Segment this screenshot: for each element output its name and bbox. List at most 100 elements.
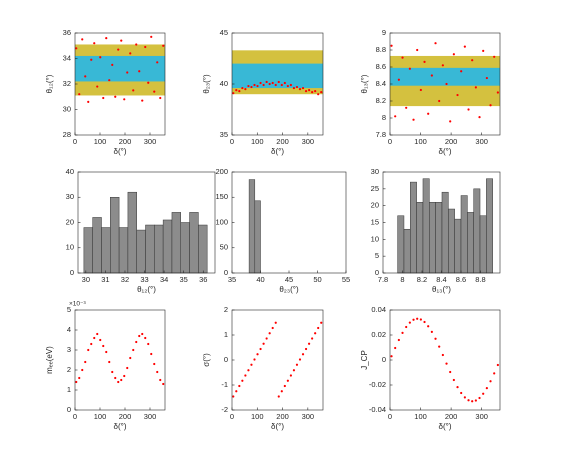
point	[259, 347, 262, 351]
point	[241, 86, 244, 90]
point	[416, 317, 419, 320]
x-axis-label: δ(°)	[439, 422, 452, 431]
x-tick-label: 0	[230, 137, 234, 146]
point	[416, 48, 419, 52]
point	[434, 337, 437, 340]
bar	[422, 178, 430, 274]
y-tick-label: 100	[215, 217, 228, 226]
point	[405, 325, 408, 329]
point	[235, 89, 238, 92]
point	[449, 120, 452, 123]
bar	[180, 222, 190, 274]
point	[280, 83, 283, 87]
y-tick-label: -2	[221, 405, 228, 414]
panel: 0 100 200 300 35 40 45 δ(°) θ₂₃(°)	[202, 28, 324, 156]
point	[314, 332, 317, 335]
point	[397, 338, 400, 342]
bar	[136, 229, 146, 274]
point	[401, 56, 404, 59]
x-tick-label: 40	[256, 275, 264, 284]
point	[441, 353, 444, 357]
x-tick-label: 0	[230, 412, 234, 421]
bar	[83, 227, 93, 274]
panel: 7.8 8 8.2 8.4 8.6 8.8 0 5 10 15 20 25 30 θ₁₃(°)	[371, 167, 501, 294]
point	[153, 362, 156, 366]
point	[117, 48, 120, 51]
point	[412, 118, 415, 121]
y-tick-label: 5	[67, 305, 71, 314]
point	[274, 83, 277, 87]
point	[397, 78, 400, 81]
x-tick-label: 300	[475, 137, 488, 146]
bar	[473, 188, 481, 274]
point	[292, 86, 296, 90]
point	[307, 89, 311, 92]
point	[105, 350, 108, 354]
point	[317, 326, 320, 330]
point	[463, 396, 466, 399]
plot-area	[232, 310, 323, 410]
x-axis-label: δ(°)	[114, 422, 127, 431]
point	[277, 80, 280, 84]
point	[295, 85, 299, 89]
y-tick-label: 20	[371, 201, 379, 210]
point	[105, 37, 108, 40]
point	[408, 321, 411, 324]
point	[132, 89, 135, 92]
x-tick-label: 100	[251, 412, 264, 421]
y-tick-label: 0	[70, 268, 74, 277]
point	[87, 100, 90, 103]
bar	[198, 224, 208, 274]
point	[99, 56, 102, 59]
bar	[486, 178, 493, 274]
point	[271, 326, 274, 330]
point	[493, 372, 496, 375]
point	[423, 320, 426, 324]
x-tick-label: 300	[475, 412, 488, 421]
point	[478, 396, 481, 400]
x-tick-label: 100	[414, 412, 427, 421]
y-axis-label: θ₂₃(°)	[202, 74, 211, 94]
axis-exponent: ×10⁻³	[69, 301, 86, 308]
point	[405, 106, 408, 109]
point	[129, 52, 132, 55]
bar	[154, 224, 164, 274]
point	[247, 84, 250, 88]
panel: 0 100 200 300 7.8 8 8.2 8.4 8.6 8.8 9 δ(°) θ₁₃(°)	[360, 28, 501, 156]
point	[87, 348, 90, 352]
x-tick-label: 300	[144, 412, 157, 421]
bar	[127, 191, 137, 274]
point	[283, 384, 286, 388]
point	[314, 90, 317, 93]
band	[75, 55, 165, 82]
y-tick-label: 15	[371, 217, 379, 226]
point	[390, 44, 393, 47]
x-axis-label: δ(°)	[114, 147, 127, 156]
point	[81, 38, 84, 41]
point	[238, 90, 241, 93]
x-axis-label: δ(°)	[271, 147, 284, 156]
plot-area	[390, 310, 500, 410]
point	[90, 58, 93, 61]
x-tick-label: 300	[144, 137, 157, 146]
point	[99, 338, 102, 342]
point	[156, 61, 159, 64]
point	[430, 74, 433, 77]
point	[244, 374, 247, 377]
point	[162, 44, 165, 47]
point	[307, 342, 311, 345]
point	[244, 88, 247, 91]
point	[489, 104, 492, 107]
panel: 0 100 200 300 0 1 2 3 4 5 δ(°) mₑₑ(eV) ×10⁻³	[45, 301, 166, 431]
x-tick-label: 30	[82, 275, 90, 284]
x-tick-label: 35	[228, 275, 236, 284]
x-tick-label: 300	[302, 137, 315, 146]
point	[256, 353, 259, 356]
point	[81, 368, 84, 372]
y-tick-label: -0.02	[369, 380, 386, 389]
bar	[467, 212, 474, 274]
point	[132, 348, 135, 352]
x-tick-label: 0	[73, 137, 77, 146]
point	[126, 71, 129, 74]
point	[394, 115, 397, 118]
